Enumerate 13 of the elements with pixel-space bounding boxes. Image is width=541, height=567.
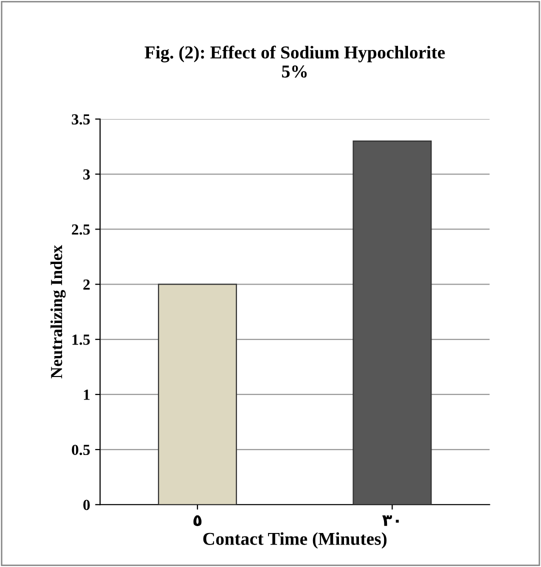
x-tick-label: ٣٠ xyxy=(382,515,399,526)
y-tick-label: 1.5 xyxy=(72,334,90,345)
chart-title: Fig. (2): Effect of Sodium Hypochlorite 5% xyxy=(144,46,445,78)
x-axis-title: Contact Time (Minutes) xyxy=(203,532,387,549)
x-tick-label: ٥ xyxy=(193,515,202,526)
y-tick-label: 2.5 xyxy=(72,224,90,235)
y-tick-label: 1 xyxy=(84,390,90,400)
y-tick-label: 3.5 xyxy=(72,114,90,125)
y-tick-label: 0.5 xyxy=(72,444,90,456)
y-tick-label: 3 xyxy=(83,169,90,180)
y-axis-title: Neutralizing Index xyxy=(50,245,66,378)
y-tick-label: 2 xyxy=(83,279,90,290)
y-tick-label: 0 xyxy=(83,500,90,510)
